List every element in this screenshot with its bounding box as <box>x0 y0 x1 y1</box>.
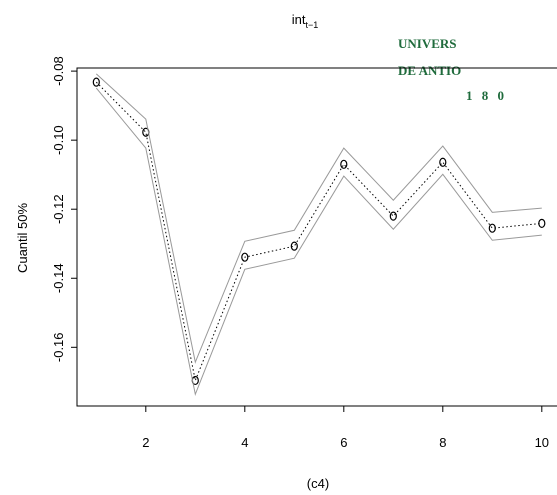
logo-line: UNIVERS <box>398 36 457 51</box>
y-tick-label: -0.10 <box>51 125 66 155</box>
point-marker <box>340 159 348 169</box>
x-tick-label: 10 <box>535 435 549 450</box>
x-tick-label: 4 <box>241 435 248 450</box>
point-marker <box>538 218 546 228</box>
point-marker <box>92 77 100 87</box>
band-line <box>95 87 542 397</box>
x-tick-label: 8 <box>439 435 446 450</box>
point-marker <box>389 211 397 221</box>
estimate-line <box>95 81 542 383</box>
y-axis-label: Cuantil 50% <box>15 203 30 274</box>
point-marker <box>290 241 298 251</box>
point-marker <box>488 223 496 233</box>
y-tick-label: -0.08 <box>51 56 66 86</box>
y-tick-label: -0.16 <box>51 332 66 362</box>
x-tick-label: 2 <box>142 435 149 450</box>
x-tick-label: 6 <box>340 435 347 450</box>
point-marker <box>439 157 447 167</box>
point-marker <box>241 252 249 262</box>
title-main: int <box>292 12 306 27</box>
x-axis-label: (c4) <box>307 476 329 491</box>
logo-line: DE ANTIO <box>398 63 461 78</box>
logo-line: 1 8 0 <box>466 88 507 103</box>
y-tick-label: -0.12 <box>51 194 66 224</box>
band-line <box>95 73 542 364</box>
y-tick-label: -0.14 <box>51 263 66 293</box>
title-subscript: t−1 <box>305 20 318 30</box>
chart-title: intt−1 <box>292 12 319 30</box>
plot-frame <box>76 67 557 407</box>
